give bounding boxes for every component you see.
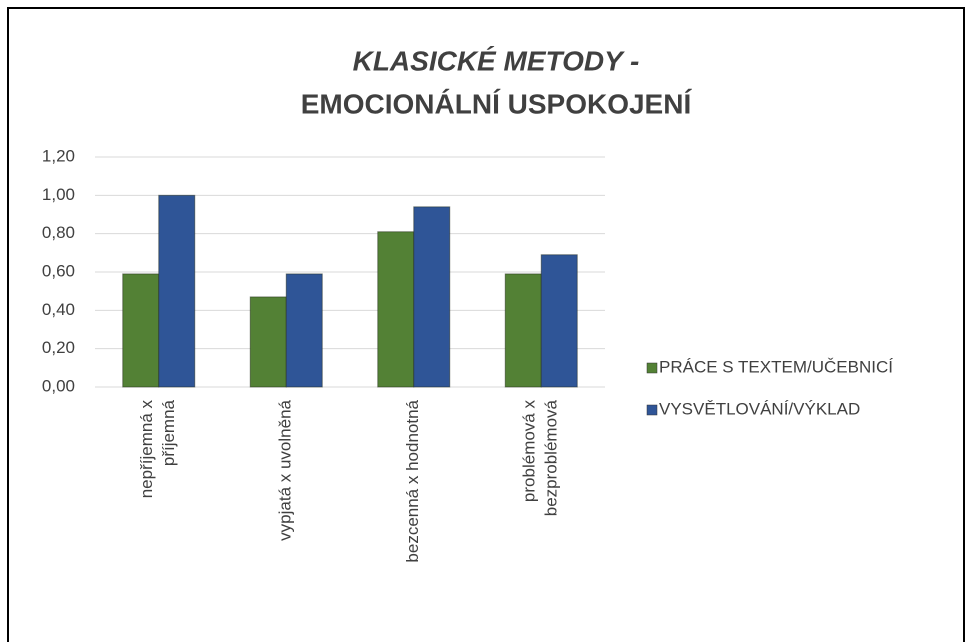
y-tick-label: 0,40 [42, 300, 75, 319]
bar [504, 273, 542, 388]
y-tick-label: 0,20 [42, 338, 75, 357]
bar [122, 273, 160, 388]
chart-title: KLASICKÉ METODY - [353, 45, 640, 76]
y-tick-label: 0,00 [42, 376, 75, 395]
bar [377, 231, 415, 388]
x-tick-label: bezproblémová [542, 399, 561, 516]
legend-swatch [646, 404, 658, 416]
legend-label: VYSVĚTLOVÁNÍ/VÝKLAD [659, 399, 860, 418]
y-tick-label: 0,80 [42, 223, 75, 242]
x-tick-label: nepříjemná x [137, 400, 156, 499]
legend-label: PRÁCE S TEXTEM/UČEBNICÍ [659, 357, 893, 376]
x-tick-label: příjemná [159, 399, 178, 466]
bar [158, 194, 196, 388]
y-tick-label: 1,20 [42, 146, 75, 165]
bar [413, 206, 451, 388]
y-tick-label: 1,00 [42, 185, 75, 204]
bar [285, 273, 323, 388]
y-tick-label: 0,60 [42, 261, 75, 280]
bar [249, 296, 287, 388]
x-tick-label: vypjatá x uvolněná [276, 399, 295, 540]
chart-title: EMOCIONÁLNÍ USPOKOJENÍ [301, 88, 693, 119]
legend-swatch [646, 362, 658, 374]
bar [540, 254, 578, 388]
x-tick-label: problémová x [520, 400, 539, 503]
x-tick-label: bezcenná x hodnotná [403, 399, 422, 562]
